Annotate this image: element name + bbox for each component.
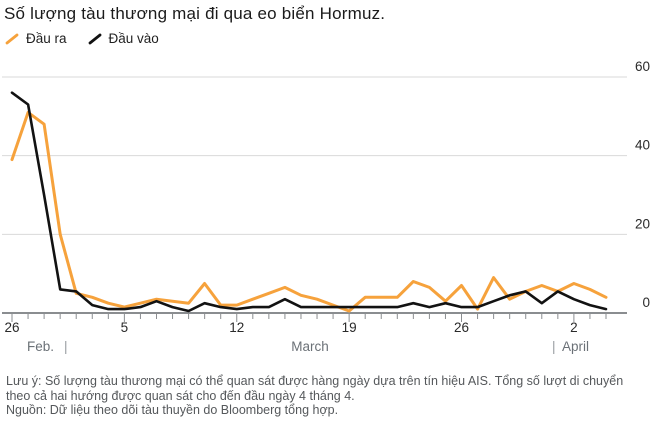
series-line-dau-vao <box>10 91 608 313</box>
month-label-feb: Feb. <box>27 339 54 354</box>
month-label-april: April <box>562 339 589 354</box>
x-axis-label: 12 <box>229 320 244 335</box>
x-axis-label: 5 <box>121 320 129 335</box>
x-axis-label: 19 <box>342 320 357 335</box>
y-axis-label: 0 <box>642 295 650 310</box>
legend-label-dau-ra: Đầu ra <box>26 31 67 46</box>
y-axis-label: 60 <box>635 59 650 74</box>
y-axis-label: 40 <box>635 138 650 153</box>
footnote-line: theo cả hai hướng được quan sát cho đến … <box>6 388 355 403</box>
footnote-line: Lưu ý: Số lượng tàu thương mại có thể qu… <box>6 374 624 388</box>
x-axis-label: 26 <box>454 320 469 335</box>
month-label-march: March <box>291 339 329 354</box>
x-axis-label: 2 <box>570 320 578 335</box>
slash-icon <box>88 33 101 44</box>
y-axis-label: 20 <box>635 216 650 231</box>
page-title: Số lượng tàu thương mại đi qua eo biển H… <box>4 4 386 23</box>
legend-label-dau-vao: Đầu vào <box>108 31 159 46</box>
month-separator: | <box>64 339 68 354</box>
legend-item-dau-ra: Đầu ra <box>4 31 67 46</box>
month-separator: | <box>552 339 556 354</box>
chart-footnote: Lưu ý: Số lượng tàu thương mại có thể qu… <box>6 374 649 418</box>
footnote-source: Nguồn: Dữ liệu theo dõi tàu thuyền do Bl… <box>6 403 339 417</box>
line-chart-svg: 0 20 40 60 26 5 12 19 26 2 Feb. | March | April <box>2 59 650 354</box>
slash-icon <box>5 33 19 44</box>
chart-legend: Đầu ra Đầu vào <box>4 31 159 46</box>
x-axis-label: 26 <box>4 320 19 335</box>
series-line-dau-ra <box>10 110 608 313</box>
legend-item-dau-vao: Đầu vào <box>87 31 159 46</box>
